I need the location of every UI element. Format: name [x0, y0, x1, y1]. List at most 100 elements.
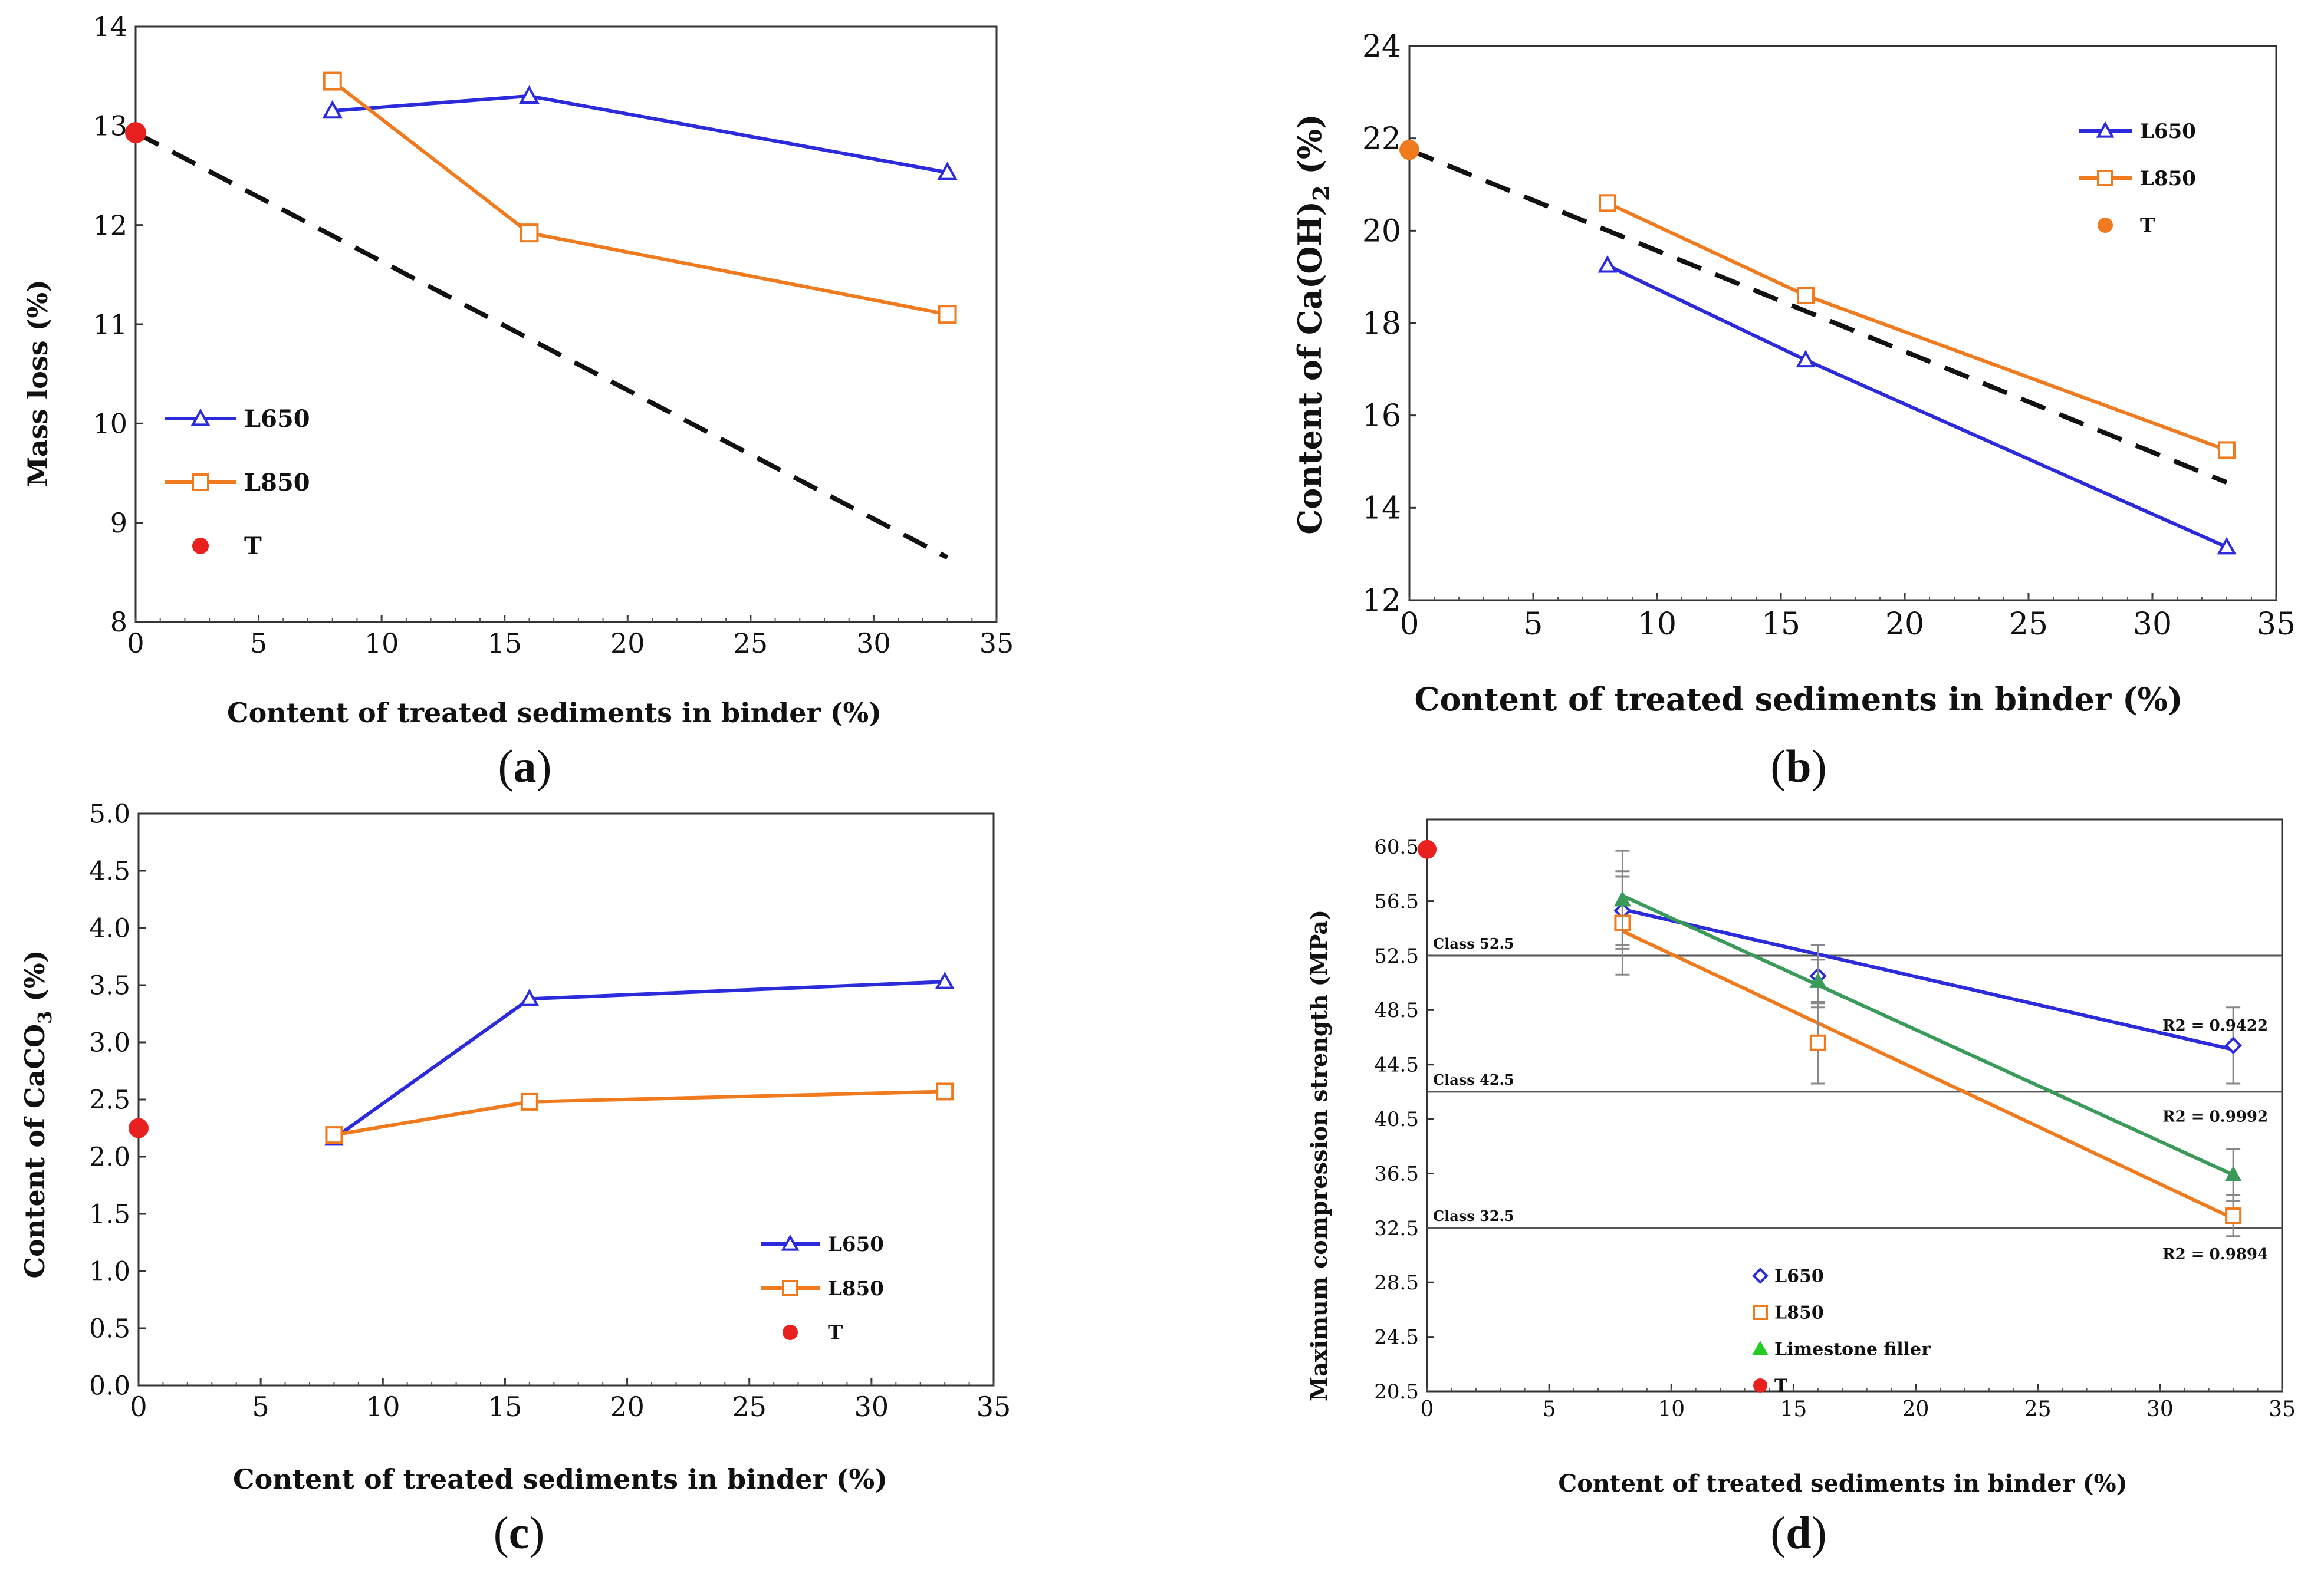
data-point-b-l850-2	[2218, 441, 2236, 459]
plot-area-c: 0 5 10 15 20 25 30 35 0.0 0.5 1.0 1.5 2.0 2.5 3.0 3.5 4.…	[89, 799, 1011, 1423]
data-point-b-l650-2	[2217, 536, 2237, 555]
x-tick-label-c-0: 0	[130, 1391, 147, 1423]
y-tick-label-d-4: 36.5	[1374, 1162, 1419, 1186]
x-tick-label-c-5: 25	[732, 1391, 767, 1423]
class-line-label-0: Class 52.5	[1433, 935, 1514, 952]
x-tick-label-d-6: 30	[2147, 1397, 2174, 1421]
x-tick-label-c-7: 35	[977, 1391, 1011, 1423]
x-tick-label-a-4: 20	[610, 627, 645, 659]
legend-label-c-2: T	[828, 1321, 843, 1345]
chart-a-xlabel: Content of treated sediments in binder (…	[227, 697, 882, 729]
y-tick-label-d-1: 24.5	[1374, 1326, 1419, 1349]
r2-label-limestone-filler: R2 = 0.9992	[2162, 1108, 2268, 1126]
plot-area-b: 0 5 10 15 20 25 30 35 12 14 16 18 20 22 24 L650 L850 T	[1362, 29, 2296, 642]
chart-c-ylabel-sub: 3	[34, 1011, 56, 1024]
y-tick-label-b-2: 16	[1362, 399, 1401, 434]
legend-label-a-1: L850	[244, 469, 310, 496]
x-tick-label-b-3: 15	[1761, 607, 1800, 642]
x-tick-label-a-2: 10	[364, 627, 399, 659]
class-line-label-1: Class 42.5	[1433, 1071, 1514, 1088]
reference-dashed-line-a	[134, 130, 949, 560]
x-tick-label-d-3: 15	[1780, 1397, 1807, 1421]
chart-c-xlabel: Content of treated sediments in binder (…	[233, 1463, 887, 1495]
legend-label-d-3: T	[1774, 1376, 1788, 1397]
chart-d: 0 5 10 15 20 25 30 35 20.5 24.5 28.5 32.5 36.5 40.5 44…	[1306, 818, 2296, 1497]
chart-a: 0 5 10 15 20 25 30 35 8 9 10 11 12 13 14 L650 L850 T Cont…	[22, 11, 1014, 729]
chart-c-ylabel-main: Content of CaCO	[19, 1024, 51, 1279]
y-tick-label-c-9: 4.5	[89, 856, 130, 886]
caption-d-letter: d	[1786, 1507, 1812, 1558]
data-point-a-l650-2	[937, 162, 958, 180]
legend-label-a-2: T	[244, 532, 262, 560]
x-tick-label-a-3: 15	[487, 627, 522, 659]
data-point-a-l850-0	[323, 71, 342, 91]
chart-c-ylabel-end: (%)	[19, 950, 51, 1010]
chart-c: 0 5 10 15 20 25 30 35 0.0 0.5 1.0 1.5 2.0 2.5 3.0 3.5 4.…	[19, 799, 1011, 1495]
fit-line-l650	[1622, 907, 2234, 1052]
legend-marker-b-1	[2097, 170, 2113, 186]
y-tick-label-d-3: 32.5	[1374, 1217, 1419, 1240]
y-tick-label-a-5: 13	[93, 110, 127, 141]
legend-label-b-1: L850	[2140, 167, 2196, 190]
legend-a: L650 L850 T	[165, 405, 310, 560]
legend-label-d-0: L650	[1774, 1266, 1824, 1287]
y-tick-label-d-9: 56.5	[1374, 890, 1419, 913]
x-tick-label-c-1: 5	[252, 1391, 269, 1423]
chart-b-ylabel-main: Content of Ca(OH)	[1291, 201, 1329, 535]
data-point-b-l650-0	[1597, 255, 1618, 273]
data-point-d-t-0	[1418, 840, 1437, 859]
data-point-b-l850-1	[1797, 287, 1815, 304]
y-tick-label-c-7: 3.5	[89, 970, 130, 1000]
chart-b-ylabel-end: (%)	[1291, 114, 1329, 185]
data-point-d-l850-1	[1809, 1034, 1826, 1051]
legend-d: L650 L850 Limestone filler T	[1752, 1266, 1931, 1397]
x-tick-label-a-7: 35	[979, 627, 1014, 659]
y-tick-label-d-8: 52.5	[1374, 944, 1419, 968]
series-line-a-l650	[332, 94, 948, 175]
x-tick-label-c-6: 30	[854, 1391, 889, 1423]
y-tick-label-d-7: 48.5	[1374, 999, 1419, 1022]
caption-b: (b)	[1770, 740, 1827, 792]
x-tick-label-b-2: 10	[1638, 607, 1677, 642]
y-tick-label-c-1: 0.5	[89, 1314, 130, 1344]
x-tick-label-b-4: 20	[1885, 607, 1924, 642]
y-tick-label-c-2: 1.0	[89, 1256, 130, 1286]
legend-marker-b-2	[2098, 218, 2113, 233]
y-tick-label-b-5: 22	[1362, 121, 1401, 157]
legend-label-a-0: L650	[244, 405, 310, 433]
y-tick-label-a-4: 12	[93, 209, 127, 241]
chart-d-xlabel: Content of treated sediments in binder (…	[1558, 1470, 2127, 1497]
x-tick-label-a-0: 0	[127, 627, 144, 659]
y-tick-label-c-4: 2.0	[89, 1142, 130, 1172]
data-point-c-l850-1	[520, 1092, 538, 1111]
x-tick-label-d-0: 0	[1421, 1397, 1434, 1421]
legend-marker-b-0	[2096, 121, 2115, 138]
chart-b: 0 5 10 15 20 25 30 35 12 14 16 18 20 22 24 L650 L850 T Co…	[1291, 29, 2296, 718]
y-tick-label-a-3: 11	[93, 308, 127, 340]
chart-b-ylabel-sub: 2	[1308, 186, 1334, 201]
legend-marker-c-0	[781, 1234, 800, 1251]
x-tick-label-b-6: 30	[2133, 607, 2172, 642]
data-point-c-l650-2	[935, 972, 955, 989]
y-tick-label-d-10: 60.5	[1374, 835, 1419, 859]
caption-c-letter: c	[508, 1507, 530, 1558]
y-tick-label-c-5: 2.5	[89, 1085, 130, 1115]
legend-marker-c-2	[783, 1325, 798, 1340]
legend-marker-a-2	[192, 538, 209, 554]
data-point-b-l650-1	[1796, 350, 1816, 368]
y-tick-label-b-4: 20	[1362, 214, 1401, 249]
data-point-a-l650-1	[519, 85, 540, 104]
fit-line-limestone-filler	[1622, 894, 2234, 1177]
y-tick-label-c-8: 4.0	[89, 913, 130, 943]
y-tick-label-d-5: 40.5	[1374, 1108, 1419, 1131]
y-tick-label-a-6: 14	[93, 11, 127, 42]
legend-marker-d-3	[1753, 1378, 1767, 1393]
data-point-d-limestone-filler-1	[1809, 972, 1827, 988]
data-point-a-l650-0	[322, 100, 343, 119]
data-point-a-t-0	[125, 122, 146, 144]
plot-frame-a	[134, 25, 998, 623]
y-tick-label-a-1: 9	[110, 507, 127, 539]
data-point-c-l850-0	[325, 1126, 343, 1144]
legend-marker-a-1	[192, 473, 209, 491]
x-tick-label-d-5: 25	[2024, 1397, 2052, 1421]
